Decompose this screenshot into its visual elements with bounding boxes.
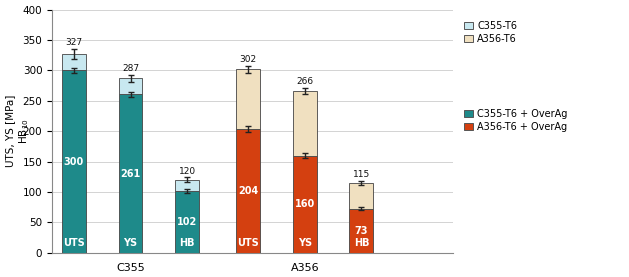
Text: 120: 120 xyxy=(179,167,196,176)
Text: 73: 73 xyxy=(355,226,368,236)
Bar xyxy=(175,180,199,191)
Text: UTS: UTS xyxy=(237,238,259,248)
Y-axis label: UTS, YS [MPa]
HB$_{10}$: UTS, YS [MPa] HB$_{10}$ xyxy=(6,95,31,167)
Bar xyxy=(350,183,374,209)
Bar xyxy=(118,78,143,94)
Text: YS: YS xyxy=(298,238,312,248)
Text: 115: 115 xyxy=(353,170,370,179)
Bar xyxy=(118,94,143,253)
Text: 302: 302 xyxy=(240,55,257,64)
Text: 102: 102 xyxy=(177,217,198,227)
Bar xyxy=(292,156,317,253)
Bar xyxy=(236,69,260,129)
Text: 266: 266 xyxy=(296,77,313,86)
Bar xyxy=(175,191,199,253)
Text: 261: 261 xyxy=(120,168,141,178)
Legend: C355-T6 + OverAg, A356-T6 + OverAg: C355-T6 + OverAg, A356-T6 + OverAg xyxy=(462,107,570,134)
Text: YS: YS xyxy=(123,238,138,248)
Text: 160: 160 xyxy=(294,199,315,209)
Bar xyxy=(62,54,86,70)
Text: 327: 327 xyxy=(65,38,82,47)
Text: 287: 287 xyxy=(122,64,139,73)
Text: UTS: UTS xyxy=(63,238,85,248)
Bar xyxy=(236,129,260,253)
Bar xyxy=(350,209,374,253)
Text: 300: 300 xyxy=(64,157,84,167)
Bar xyxy=(292,91,317,156)
Text: C355: C355 xyxy=(116,263,145,273)
Bar xyxy=(62,70,86,253)
Text: 204: 204 xyxy=(238,186,259,196)
Text: HB: HB xyxy=(353,238,369,248)
Text: A356: A356 xyxy=(291,263,319,273)
Text: HB: HB xyxy=(179,238,195,248)
